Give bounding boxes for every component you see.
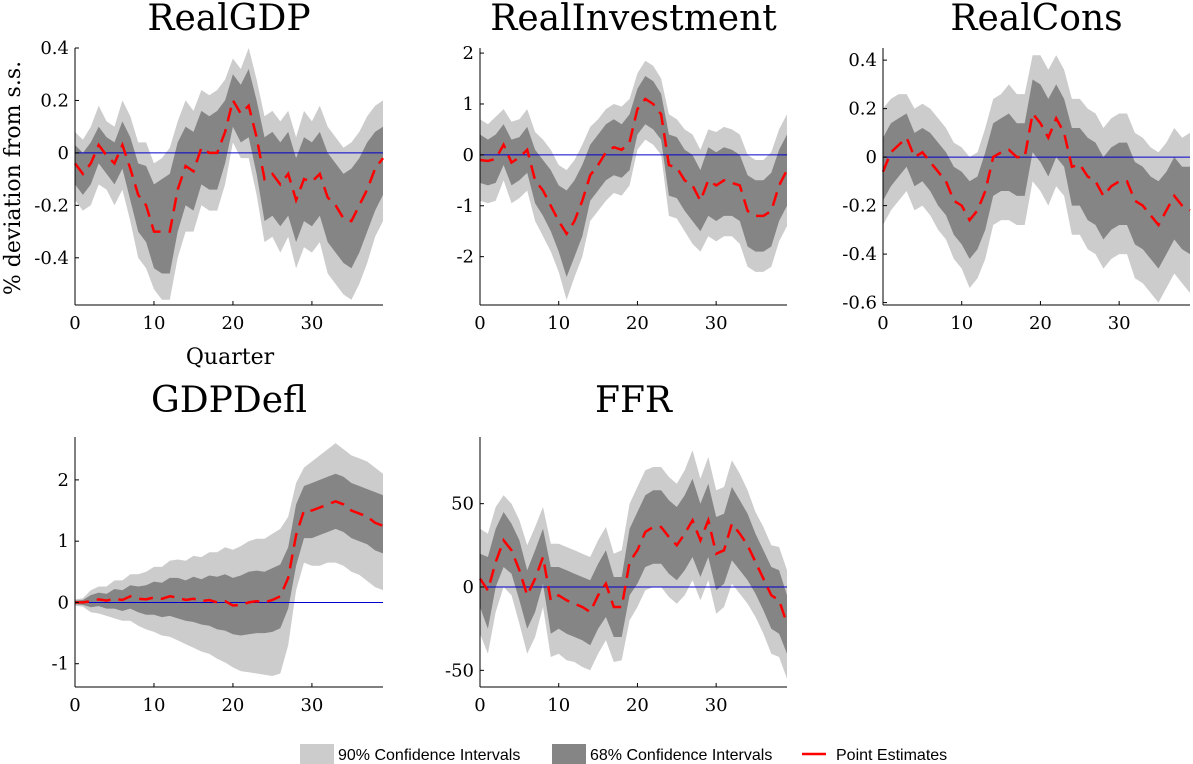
x-tick-label: 0 xyxy=(877,313,888,334)
y-tick-label: 0 xyxy=(463,577,474,598)
y-tick-label: 1 xyxy=(463,94,474,115)
y-tick-label: 0.2 xyxy=(848,99,877,120)
y-tick-label: -0.6 xyxy=(842,293,877,314)
x-tick-label: 30 xyxy=(705,695,728,716)
x-tick-label: 10 xyxy=(547,313,570,334)
y-tick-label: -2 xyxy=(456,247,474,268)
panel-title-realcons: RealCons xyxy=(950,0,1122,39)
y-tick-label: 2 xyxy=(58,470,69,491)
legend-swatch-90 xyxy=(300,744,334,764)
panel-realgdp: 0.4 0.2 0 -0.2 -0.4 0 10 20 30 RealGDP xyxy=(34,0,384,334)
x-tick-label: 20 xyxy=(626,313,649,334)
x-tick-label: 30 xyxy=(1108,313,1131,334)
legend: 90% Confidence Intervals 68% Confidence … xyxy=(300,744,947,764)
y-tick-label: 0.4 xyxy=(40,38,69,59)
panel-title-realgdp: RealGDP xyxy=(147,0,310,39)
x-tick-label: 10 xyxy=(950,313,973,334)
y-tick-label: 0.2 xyxy=(40,90,69,111)
band-68-realinvestment xyxy=(480,76,787,277)
x-tick-label: 0 xyxy=(69,695,80,716)
x-tick-label: 20 xyxy=(626,695,649,716)
y-tick-label: 0 xyxy=(58,592,69,613)
x-tick-label: 20 xyxy=(221,313,244,334)
panel-title-gdpdefl: GDPDefl xyxy=(151,380,307,421)
x-tick-label: 10 xyxy=(143,313,166,334)
point-estimates-realinvestment xyxy=(479,97,789,237)
y-tick-label: 0 xyxy=(866,147,877,168)
x-tick-label: 30 xyxy=(300,695,323,716)
panel-title-ffr: FFR xyxy=(595,380,673,421)
point-estimates-realgdp xyxy=(74,97,384,233)
band-68-realcons xyxy=(883,79,1190,269)
point-estimates-gdpdefl xyxy=(75,499,384,607)
y-tick-label: -0.4 xyxy=(842,244,877,265)
y-tick-label: 2 xyxy=(463,43,474,64)
x-tick-label: 0 xyxy=(69,313,80,334)
x-tick-label: 20 xyxy=(1029,313,1052,334)
y-tick-label: -0.4 xyxy=(34,248,69,269)
y-tick-label: 0.4 xyxy=(848,50,877,71)
x-tick-label: 10 xyxy=(143,695,166,716)
y-tick-label: 50 xyxy=(451,494,474,515)
x-tick-label: 20 xyxy=(221,695,244,716)
y-tick-label: -0.2 xyxy=(34,195,69,216)
y-tick-label: -1 xyxy=(51,654,69,675)
y-tick-label: 1 xyxy=(58,531,69,552)
y-tick-label: -0.2 xyxy=(842,196,877,217)
legend-swatch-68 xyxy=(552,744,586,764)
point-estimates-realcons xyxy=(881,110,1191,228)
legend-label-point: Point Estimates xyxy=(836,747,947,764)
y-tick-label: -50 xyxy=(445,660,474,681)
x-tick-label: 30 xyxy=(705,313,728,334)
x-tick-label: 0 xyxy=(474,313,485,334)
x-tick-label: 10 xyxy=(547,695,570,716)
legend-label-68: 68% Confidence Intervals xyxy=(590,747,772,764)
y-tick-label: 0 xyxy=(463,145,474,166)
band-68-gdpdefl xyxy=(75,473,383,636)
legend-label-90: 90% Confidence Intervals xyxy=(338,747,520,764)
y-tick-label: -1 xyxy=(456,196,474,217)
y-axis-label: % deviation from s.s. xyxy=(1,61,26,295)
band-68-ffr xyxy=(480,478,787,654)
panel-title-realinvestment: RealInvestment xyxy=(490,0,777,39)
band-68-realgdp xyxy=(75,69,383,274)
x-tick-label: 0 xyxy=(474,695,485,716)
point-estimates-ffr xyxy=(478,516,789,625)
x-axis-label: Quarter xyxy=(186,345,275,370)
y-tick-label: 0 xyxy=(58,143,69,164)
x-tick-label: 30 xyxy=(300,313,323,334)
